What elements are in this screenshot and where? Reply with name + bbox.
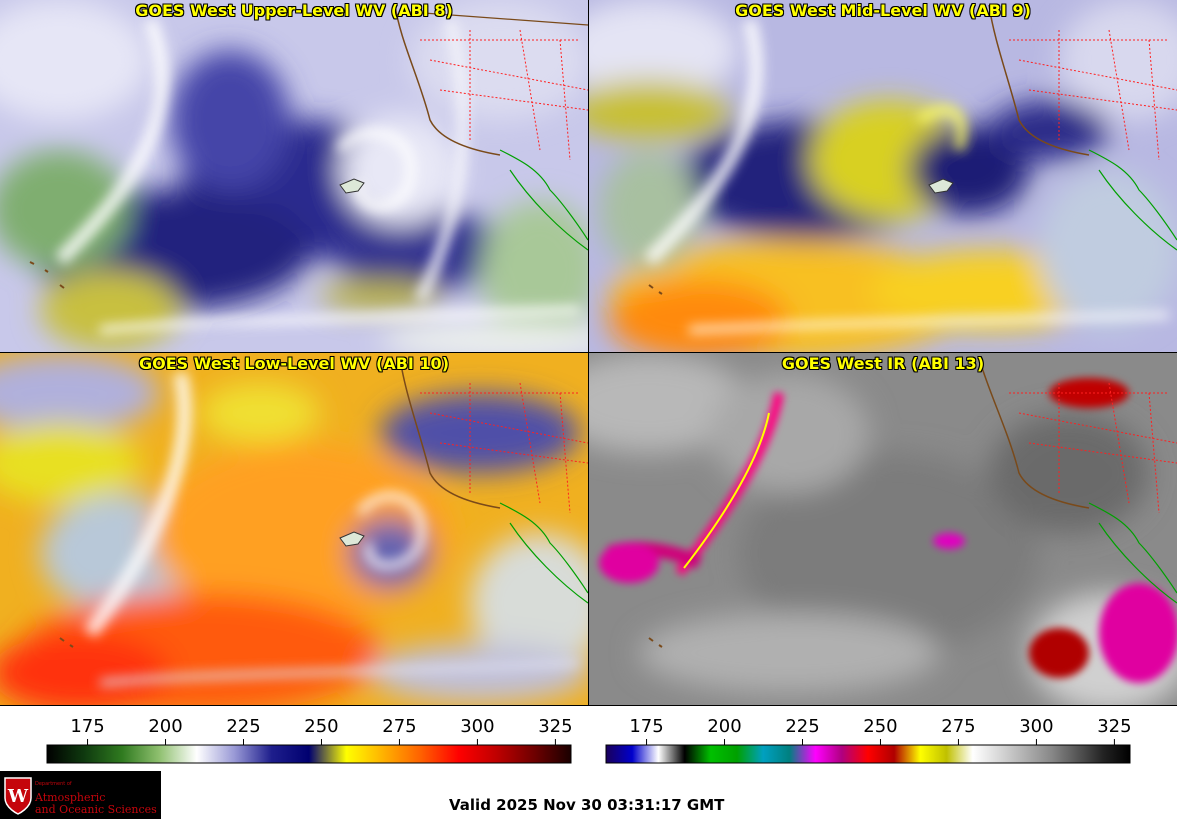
wv-scale-tick-label-325: 325 xyxy=(538,716,572,737)
ir-color-scale: 175 200 225 250 275 300 325 xyxy=(589,706,1177,768)
ir-color-bar xyxy=(605,744,1131,764)
wv-color-bar xyxy=(46,744,572,764)
ir-color-scale-svg: 175 200 225 250 275 300 325 xyxy=(605,716,1132,764)
panel-divider-horizontal xyxy=(0,352,1177,353)
valid-time: Valid 2025 Nov 30 03:31:17 GMT xyxy=(449,796,725,814)
wv-scale-tick-label-225: 225 xyxy=(226,716,260,737)
ir-scale-tick-label-250: 250 xyxy=(863,716,897,737)
ir-scale-tick-label-175: 175 xyxy=(629,716,663,737)
low-level-wv-image xyxy=(0,353,588,705)
panel-divider-bottom xyxy=(0,705,1177,706)
logo-dept-text: Department of xyxy=(35,781,72,787)
wv-scale-tick-label-300: 300 xyxy=(460,716,494,737)
panel-divider-vertical xyxy=(588,0,589,706)
mid-level-wv-image xyxy=(589,0,1177,352)
ir-scale-tick-label-225: 225 xyxy=(785,716,819,737)
panel-low-level-wv: GOES West Low-Level WV (ABI 10) xyxy=(0,353,588,705)
wv-color-scale: 175 200 225 250 275 300 325 xyxy=(0,706,588,768)
svg-text:W: W xyxy=(7,786,29,807)
logo-line-1: Atmospheric xyxy=(35,791,106,804)
wv-scale-tick-label-200: 200 xyxy=(148,716,182,737)
ir-image xyxy=(589,353,1177,705)
uw-crest-icon: W xyxy=(4,777,32,815)
upper-level-wv-image xyxy=(0,0,588,352)
panel-mid-level-wv: GOES West Mid-Level WV (ABI 9) xyxy=(589,0,1177,352)
wv-scale-tick-label-250: 250 xyxy=(304,716,338,737)
wv-scale-tick-label-175: 175 xyxy=(70,716,104,737)
wv-color-scale-svg: 175 200 225 250 275 300 325 xyxy=(46,716,573,764)
panel-ir: GOES West IR (ABI 13) xyxy=(589,353,1177,705)
uw-aos-logo[interactable]: W Department of Atmospheric and Oceanic … xyxy=(0,771,161,819)
ir-scale-tick-label-200: 200 xyxy=(707,716,741,737)
ir-scale-tick-label-325: 325 xyxy=(1097,716,1131,737)
panel-upper-level-wv: GOES West Upper-Level WV (ABI 8) xyxy=(0,0,588,352)
logo-line-2: and Oceanic Sciences xyxy=(35,803,157,816)
wv-scale-tick-label-275: 275 xyxy=(382,716,416,737)
ir-scale-tick-label-300: 300 xyxy=(1019,716,1053,737)
ir-scale-tick-label-275: 275 xyxy=(941,716,975,737)
